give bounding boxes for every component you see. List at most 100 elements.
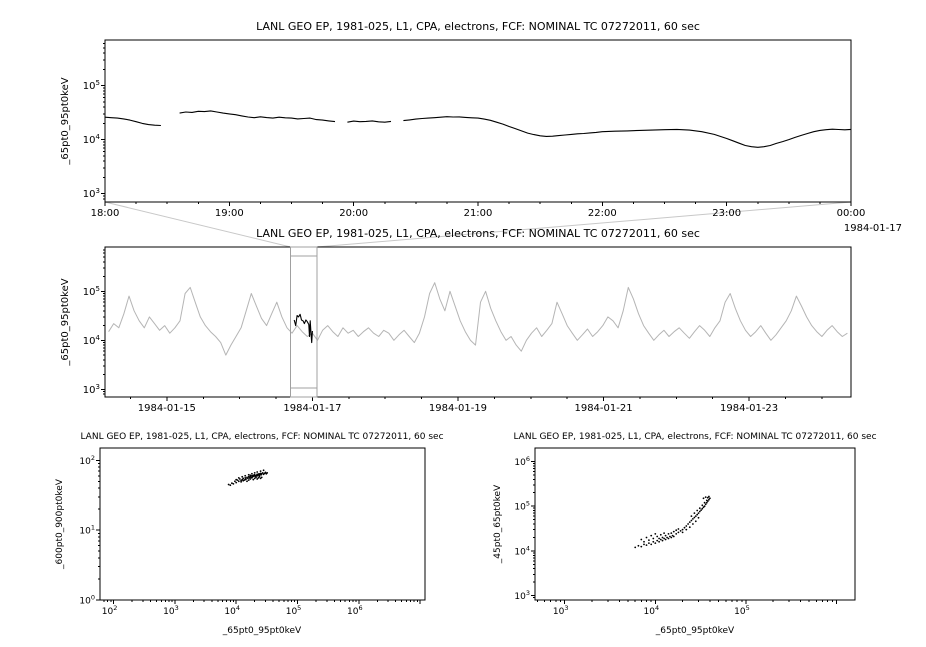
tick-label: 105 xyxy=(286,604,302,617)
series-line-selected-interval xyxy=(293,313,313,344)
scatter-point xyxy=(685,525,688,527)
scatter-point xyxy=(709,497,711,500)
scatter-point xyxy=(696,513,699,516)
series-line-_65pt0_95pt0keV xyxy=(104,116,161,127)
scatter-point xyxy=(708,495,710,498)
scatter-point xyxy=(693,512,696,514)
scatter-point xyxy=(654,533,657,535)
panel-context-timeseries[interactable]: 103 104 105 1984-01-15 1984-01-17 1984-01-19 1… xyxy=(83,246,852,414)
scatter-point xyxy=(669,535,671,538)
tick-label: 22:00 xyxy=(588,208,617,219)
scatter-point xyxy=(705,499,708,502)
plot-box[interactable] xyxy=(534,447,856,601)
scatter-point xyxy=(663,532,665,534)
scatter-point xyxy=(648,542,650,544)
scatter-point xyxy=(664,538,667,541)
tick-label: 1984-01-15 xyxy=(138,403,196,414)
tick-label: 1984-01-21 xyxy=(574,403,632,414)
scatter-point xyxy=(690,515,693,517)
zoom-connectors xyxy=(104,201,852,248)
scatter-point xyxy=(701,504,704,507)
tick-label: 19:00 xyxy=(215,208,244,219)
scatter-point xyxy=(643,540,645,543)
scatter-point xyxy=(645,544,648,546)
scatter-point xyxy=(675,533,678,535)
scatter-point xyxy=(694,515,697,517)
scatter-point xyxy=(648,539,650,541)
scatter-point xyxy=(650,534,653,537)
connector-line xyxy=(104,201,291,248)
connector-line xyxy=(316,201,852,248)
scatter-point xyxy=(235,481,238,484)
tick-label: 105 xyxy=(83,79,100,92)
scatter-point xyxy=(244,478,247,481)
plot-box[interactable] xyxy=(104,246,852,398)
scatter-point xyxy=(656,535,659,538)
scatter-point xyxy=(244,474,247,477)
tick-label: 105 xyxy=(734,604,750,617)
scatter-point xyxy=(692,518,694,520)
panel-scatter-600-900[interactable]: 100 101 102 102 103 104 105 106 xyxy=(79,447,426,617)
scatter-point xyxy=(235,478,238,481)
series-line-context xyxy=(108,282,848,356)
scatter-point xyxy=(688,521,691,523)
scatter-point xyxy=(661,539,664,542)
scatter-point xyxy=(227,483,230,486)
scatter-point xyxy=(687,523,689,525)
tick-label: 23:00 xyxy=(712,208,741,219)
plot-box[interactable] xyxy=(104,39,852,203)
scatter-point xyxy=(640,538,643,541)
scatter-point xyxy=(667,537,670,540)
series-line-_65pt0_95pt0keV xyxy=(347,120,392,123)
scatter-point xyxy=(645,536,648,539)
tick-label: 105 xyxy=(514,500,530,513)
scatter-point xyxy=(688,526,691,529)
scatter-point xyxy=(634,546,637,549)
tick-label: 1984-01-19 xyxy=(429,403,487,414)
tick-label: 102 xyxy=(79,454,95,467)
scatter-point xyxy=(249,474,252,477)
tick-label: 103 xyxy=(83,187,100,200)
scatter-point xyxy=(664,534,667,537)
panel-scatter2-title: LANL GEO EP, 1981-025, L1, CPA, electron… xyxy=(513,432,876,442)
scatter-point xyxy=(246,480,248,483)
scatter-point xyxy=(700,509,702,511)
scatter-point xyxy=(658,537,660,540)
tick-label: 101 xyxy=(79,524,95,537)
scatter-point xyxy=(697,516,700,519)
panel-zoom-timeseries[interactable]: 103 104 105 18:00 19:00 20:00 21:00 22:00 23:00 0… xyxy=(83,39,866,219)
scatter-point xyxy=(705,501,708,504)
scatter-point xyxy=(656,539,659,542)
scatter-point xyxy=(256,478,259,480)
scatter-point xyxy=(643,543,645,546)
scatter-point xyxy=(259,470,262,472)
scatter-point xyxy=(256,471,259,473)
tick-label: 18:00 xyxy=(91,208,120,219)
tick-label: 20:00 xyxy=(339,208,368,219)
selection-box-frame[interactable] xyxy=(290,246,318,398)
panel-scatter1-ylabel: _600pt0_900pt0keV xyxy=(55,478,65,570)
scatter-point xyxy=(637,544,640,547)
scatter-point xyxy=(670,532,673,534)
scatter-point xyxy=(698,510,701,513)
scatter-point xyxy=(677,528,680,530)
scatter-point xyxy=(261,472,264,474)
scatter-point xyxy=(661,536,664,539)
scatter-point xyxy=(698,507,701,510)
scatter-point xyxy=(693,516,696,519)
tick-label: 104 xyxy=(514,544,530,557)
selection-box[interactable] xyxy=(290,246,318,398)
scatter-point xyxy=(666,536,668,539)
scatter-point xyxy=(255,476,257,479)
scatter-point xyxy=(683,526,686,529)
scatter-point xyxy=(703,505,706,508)
panel-scatter-45-65[interactable]: 103 104 105 106 103 104 105 xyxy=(514,447,856,617)
scatter-point xyxy=(266,472,269,474)
scatter-point xyxy=(253,477,256,480)
scatter-point xyxy=(670,536,673,539)
scatter-point xyxy=(672,530,675,533)
tick-label: 104 xyxy=(83,334,101,347)
plot-box[interactable] xyxy=(99,447,426,601)
